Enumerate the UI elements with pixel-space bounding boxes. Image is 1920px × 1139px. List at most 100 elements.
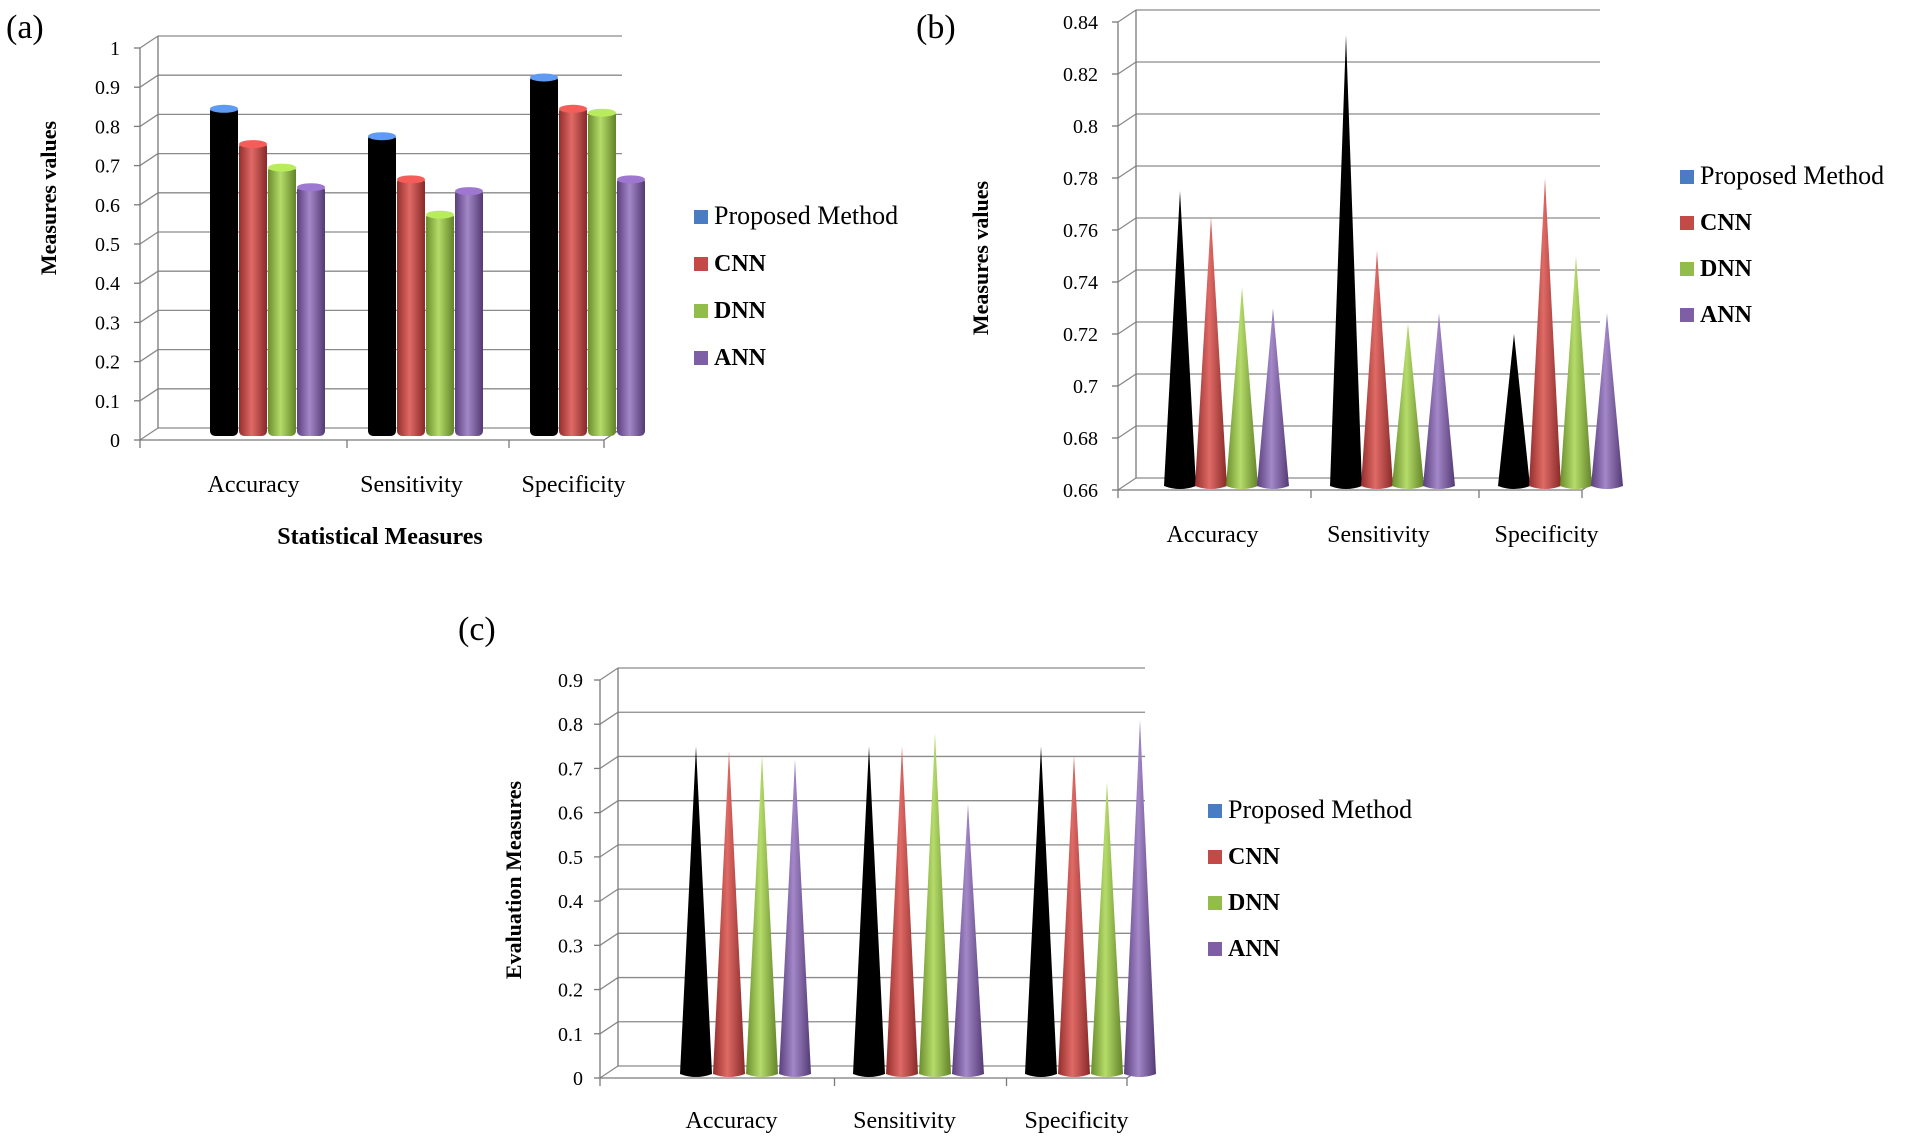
panel-a-grid-slant: [139, 192, 159, 206]
panel-c-grid-slant: [599, 932, 619, 946]
panel-a-mark-dnn-sensitivity-body: [426, 212, 454, 436]
panel-a-y-tick-label: 0.1: [95, 391, 120, 413]
panel-a-legend: Proposed Method CNN DNN ANN: [694, 201, 898, 371]
panel-c-grid-slant: [599, 844, 619, 858]
panel-b-legend-item-proposed-method: Proposed Method: [1680, 161, 1884, 190]
panel-c-plot: 0 0.1 0.2 0.3 0.4 0.5 0.6 0.7 0.8 0.9 Accuracy Sens…: [558, 667, 1156, 1134]
panel-c-y-tick-label: 0.2: [558, 980, 583, 1002]
panel-a-mark-proposed-method-sensitivity: [368, 132, 396, 437]
panel-c: (c) Evaluation Measures 0 0.1 0.2 0.3 0.4 0.5…: [458, 611, 1412, 1134]
panel-c-mark-dnn-sensitivity: [919, 733, 951, 1077]
panel-b-mark-ann-accuracy: [1257, 308, 1289, 489]
panel-b-mark-ann-specificity: [1591, 313, 1623, 489]
panel-c-legend-label: CNN: [1228, 844, 1281, 870]
panel-a-legend-item-ann: ANN: [694, 345, 767, 371]
panel-a-mark-ann-sensitivity-cap: [455, 187, 483, 196]
panel-a-y-tick-label: 0.7: [95, 156, 120, 178]
panel-c-y-tick-label: 0.3: [558, 935, 583, 957]
panel-c-grid-slant: [599, 755, 619, 769]
panel-a-y-tick-label: 0.5: [95, 234, 120, 256]
panel-a-mark-proposed-method-accuracy-cap: [210, 104, 238, 113]
panel-a-mark-ann-accuracy-cap: [297, 183, 325, 192]
panel-b-grid-slant: [1117, 373, 1137, 387]
panel-c-mark-proposed-method-accuracy: [680, 746, 712, 1077]
panel-c-y-tick-label: 0.4: [558, 891, 583, 913]
panel-c-mark-ann-specificity: [1124, 719, 1156, 1077]
panel-c-y-axis-title: Evaluation Measures: [501, 780, 526, 979]
panel-a-legend-label: ANN: [714, 345, 767, 371]
panel-a-mark-proposed-method-sensitivity-body: [368, 134, 396, 437]
square-marker-icon: [1680, 308, 1694, 322]
panel-a-x-category-label: Accuracy: [208, 472, 300, 498]
panel-a-legend-item-dnn: DNN: [694, 298, 767, 324]
panel-c-mark-cnn-accuracy: [713, 750, 745, 1077]
panel-a-grid-slant: [139, 35, 159, 49]
panel-b-y-tick-label: 0.82: [1063, 64, 1098, 86]
panel-a-mark-ann-accuracy: [297, 183, 325, 436]
panel-c-mark-dnn-accuracy: [746, 755, 778, 1077]
panel-b-mark-cnn-sensitivity: [1361, 250, 1393, 489]
panel-a-y-tick-label: 0.9: [95, 77, 120, 99]
panel-b-y-tick-label: 0.72: [1063, 324, 1098, 346]
panel-b-y-tick-label: 0.7: [1073, 376, 1098, 398]
square-marker-icon: [694, 351, 708, 365]
panel-a-y-tick-label: 0.4: [95, 273, 120, 295]
panel-c-grid-slant: [599, 800, 619, 814]
panel-b-mark-proposed-method-accuracy: [1164, 191, 1196, 489]
panel-a-mark-cnn-sensitivity: [397, 175, 425, 437]
panel-a-grid-slant: [139, 74, 159, 88]
panel-c-y-tick-label: 0.1: [558, 1024, 583, 1046]
panel-c-legend-item-ann: ANN: [1208, 936, 1281, 962]
panel-a-y-tick-label: 0.8: [95, 116, 120, 138]
panel-b-mark-ann-sensitivity: [1423, 313, 1455, 489]
panel-a-grid-slant: [139, 349, 159, 363]
panel-a-mark-proposed-method-accuracy: [210, 104, 238, 437]
panel-a-grid-slant: [139, 388, 159, 402]
panel-b-y-tick-label: 0.68: [1063, 428, 1098, 450]
panel-b-legend-item-cnn: CNN: [1680, 210, 1753, 236]
panel-a-mark-ann-sensitivity-body: [455, 189, 483, 436]
panel-a-mark-dnn-sensitivity-cap: [426, 210, 454, 219]
panel-c-mark-cnn-specificity: [1058, 755, 1090, 1077]
square-marker-icon: [694, 257, 708, 271]
panel-a-mark-dnn-accuracy-cap: [268, 163, 296, 172]
panel-a-legend-label: CNN: [714, 251, 767, 277]
panel-c-mark-ann-sensitivity: [952, 803, 984, 1077]
panel-a-mark-cnn-specificity-body: [559, 106, 587, 437]
panel-b-grid-slant: [1117, 425, 1137, 439]
panel-b-grid-slant: [1117, 217, 1137, 231]
panel-a-mark-proposed-method-specificity-body: [530, 75, 558, 436]
panel-c-y-tick-label: 0.9: [558, 670, 583, 692]
panel-a-mark-ann-specificity: [617, 175, 645, 437]
panel-b-y-tick-label: 0.78: [1063, 168, 1098, 190]
panel-a-mark-proposed-method-specificity-cap: [530, 73, 558, 82]
square-marker-icon: [1680, 262, 1694, 276]
panel-b-mark-proposed-method-specificity: [1498, 334, 1530, 489]
square-marker-icon: [1208, 942, 1222, 956]
panel-c-grid-slant: [599, 667, 619, 681]
panel-a-legend-label: DNN: [714, 298, 767, 324]
panel-a-grid-slant: [139, 309, 159, 323]
panel-c-grid-slant: [599, 888, 619, 902]
panel-b-grid-slant: [1117, 321, 1137, 335]
panel-a-mark-dnn-specificity-body: [588, 110, 616, 436]
panel-c-y-tick-label: 0.7: [558, 758, 583, 780]
panel-a-x-axis-title: Statistical Measures: [277, 524, 483, 550]
panel-c-x-category-label: Accuracy: [686, 1108, 778, 1134]
panel-c-mark-proposed-method-sensitivity: [853, 746, 885, 1077]
panel-b-label: (b): [916, 9, 956, 46]
panel-c-grid-slant: [599, 1021, 619, 1035]
panel-a-grid-slant: [139, 153, 159, 167]
panel-b: (b) Measures values 0.660.680.70.720.740…: [916, 9, 1884, 548]
panel-b-x-category-label: Sensitivity: [1327, 522, 1430, 548]
panel-a-mark-proposed-method-accuracy-body: [210, 106, 238, 437]
panel-c-label: (c): [458, 611, 496, 648]
panel-a-plot: 0 0.1 0.2 0.3 0.4 0.5 0.6 0.7 0.8 0.9 1 Accuracy Sen…: [95, 35, 645, 498]
panel-a-mark-cnn-specificity: [559, 104, 587, 437]
square-marker-icon: [1680, 216, 1694, 230]
panel-a-mark-ann-sensitivity: [455, 187, 483, 436]
panel-b-x-category-label: Specificity: [1495, 522, 1599, 548]
panel-c-legend-item-proposed-method: Proposed Method: [1208, 795, 1412, 824]
panel-a-mark-dnn-sensitivity: [426, 210, 454, 436]
